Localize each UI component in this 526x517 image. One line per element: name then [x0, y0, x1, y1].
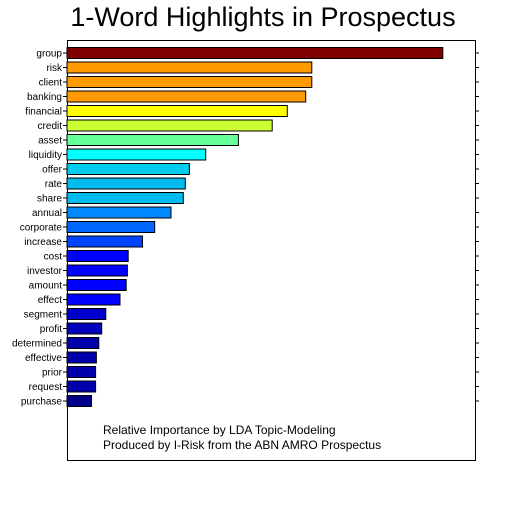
category-label: corporate [20, 223, 63, 234]
bar-purchase [66, 395, 92, 407]
category-label: risk [46, 63, 63, 74]
category-label: effect [38, 295, 62, 306]
bar-prior [66, 366, 97, 378]
category-label: investor [27, 266, 63, 277]
bar-segment [66, 308, 107, 320]
category-label: segment [24, 310, 63, 321]
bar-amount [66, 279, 127, 291]
category-label: increase [24, 237, 62, 248]
bar-investor [66, 264, 128, 277]
bar-risk [66, 61, 313, 74]
category-label: effective [25, 353, 62, 364]
category-label: share [37, 194, 62, 205]
bar-effective [66, 351, 97, 364]
category-label: rate [45, 179, 63, 190]
bar-banking [66, 90, 307, 103]
category-label: purchase [21, 397, 63, 408]
bar-effect [66, 293, 121, 306]
bars-group: group risk client banking financial credit ass… [12, 47, 479, 408]
category-label: cost [44, 252, 63, 263]
category-label: group [36, 49, 62, 60]
bar-annual [66, 206, 172, 219]
bar-financial [66, 105, 288, 117]
category-label: liquidity [29, 150, 62, 161]
category-label: prior [42, 368, 63, 379]
bar-corporate [66, 221, 156, 233]
category-label: banking [27, 92, 62, 103]
bar-offer [66, 163, 190, 175]
bar-request [66, 380, 97, 393]
category-label: financial [25, 107, 62, 118]
category-label: asset [38, 136, 62, 147]
bar-determined [66, 337, 100, 349]
category-label: determined [12, 339, 62, 350]
category-label: offer [42, 165, 62, 176]
bar-profit [66, 322, 103, 335]
category-label: request [29, 382, 63, 393]
bar-share [66, 192, 184, 204]
category-label: client [39, 78, 63, 89]
bar-liquidity [66, 148, 207, 161]
bar-rate [66, 177, 186, 190]
category-label: profit [40, 324, 62, 335]
bar-increase [66, 235, 143, 248]
footnote: Relative Importance by LDA Topic-Modelin… [103, 423, 381, 453]
bar-credit [66, 119, 273, 132]
bar-cost [66, 250, 129, 262]
annotation-line-1: Relative Importance by LDA Topic-Modelin… [103, 423, 336, 437]
category-label: amount [29, 281, 63, 292]
annotation-line-2: Produced by I-Risk from the ABN AMRO Pro… [103, 438, 382, 452]
chart-title: 1-Word Highlights in Prospectus [70, 2, 456, 32]
category-label: annual [32, 208, 62, 219]
category-label: credit [38, 121, 63, 132]
bar-asset [66, 134, 239, 146]
bar-client [66, 76, 313, 88]
bar-group [66, 47, 444, 59]
